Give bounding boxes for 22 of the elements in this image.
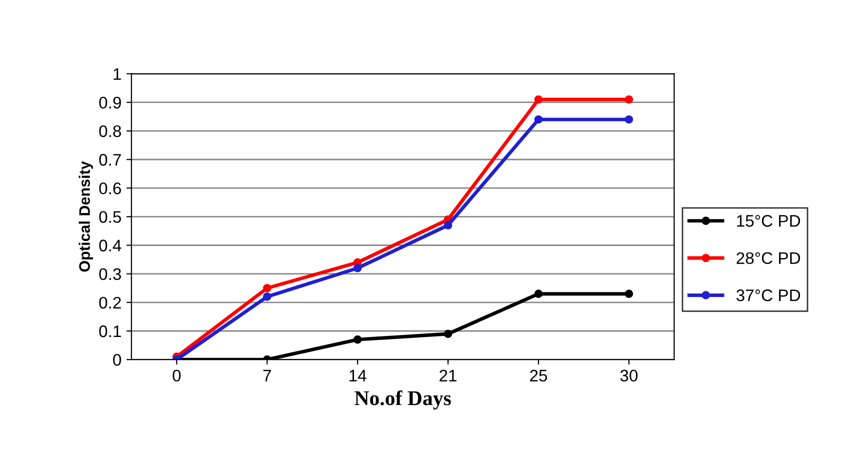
y-tick-label: 0.9 <box>99 96 121 109</box>
y-axis-title: Optical Density <box>78 161 93 272</box>
y-tick-label: 0.2 <box>99 296 121 309</box>
y-tick-label: 0.6 <box>99 182 121 194</box>
x-tick-label: 25 <box>530 370 548 382</box>
y-tick-label: 0.8 <box>99 125 121 138</box>
x-tick-label: 21 <box>440 370 456 382</box>
y-tick-label: 1 <box>114 68 121 80</box>
y-tick-label: 0.3 <box>99 268 121 280</box>
legend-label: 15°C PD <box>737 215 800 227</box>
x-axis-title: No.of Days <box>354 390 451 410</box>
y-tick-label: 0.7 <box>99 154 121 166</box>
y-tick-label: 0.4 <box>99 240 122 252</box>
y-tick-label: 0.5 <box>99 211 122 223</box>
y-tick-label: 0.1 <box>99 325 121 338</box>
legend-label: 28°C PD <box>736 252 800 264</box>
legend-label: 37°C PD <box>736 289 800 302</box>
x-tick-label: 14 <box>350 370 366 382</box>
x-tick-label: 30 <box>620 370 638 382</box>
y-tick-label: 0 <box>113 354 122 366</box>
x-tick-label: 0 <box>172 370 181 382</box>
x-tick-label: 7 <box>263 370 271 382</box>
